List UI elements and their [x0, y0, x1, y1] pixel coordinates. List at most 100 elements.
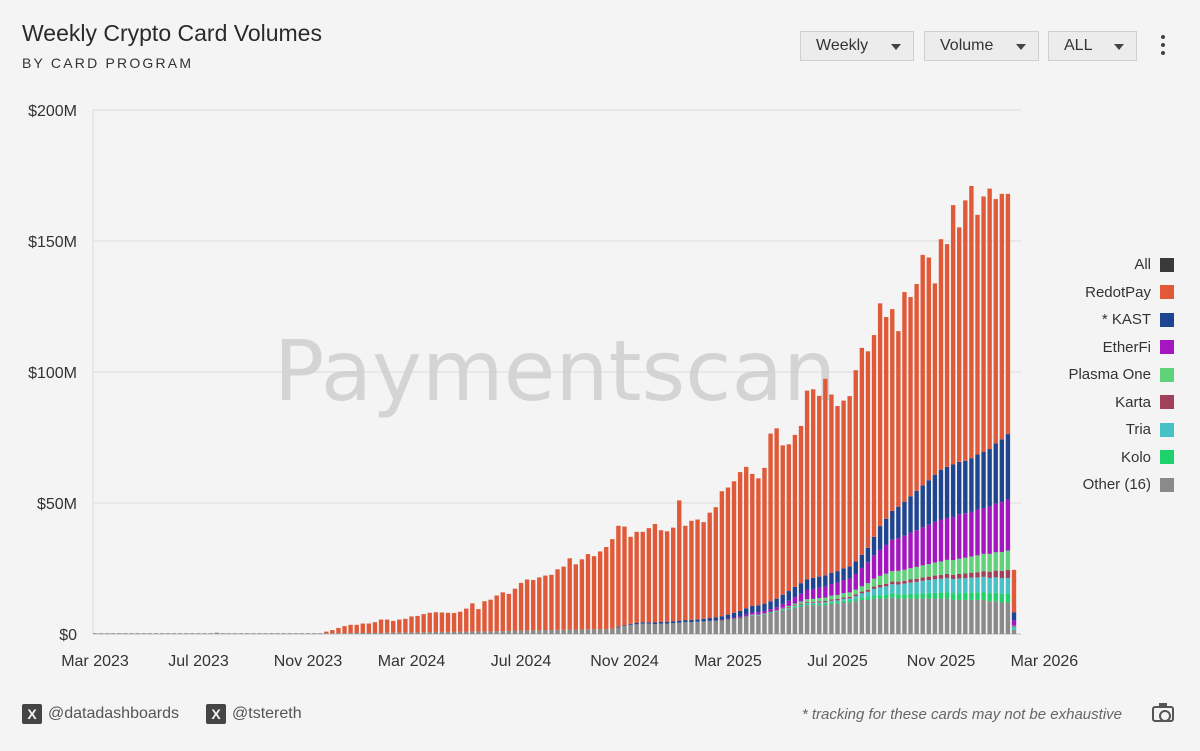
legend-swatch — [1160, 450, 1174, 465]
bar-segment — [963, 592, 968, 600]
bar-segment — [1005, 193, 1011, 435]
bar-segment — [902, 580, 907, 584]
bar-segment — [731, 612, 737, 618]
bar-segment — [774, 611, 779, 634]
bar-segment — [792, 605, 798, 607]
legend-item[interactable]: RedotPay — [974, 279, 1174, 307]
bar-segment — [488, 631, 493, 634]
bar-segment — [859, 567, 865, 587]
bar-segment — [810, 389, 816, 578]
bar-segment — [366, 623, 372, 633]
bar-segment — [841, 400, 846, 569]
bar-segment — [817, 395, 822, 577]
bar-segment — [884, 573, 889, 584]
bar-segment — [464, 631, 469, 634]
bar-segment — [914, 490, 919, 531]
bar-segment — [713, 620, 718, 622]
footer-handle-2[interactable]: X @tstereth — [206, 704, 302, 724]
more-options-icon[interactable] — [1157, 35, 1169, 59]
bar-segment — [780, 609, 785, 610]
bar-segment — [1011, 630, 1017, 634]
bar-segment — [762, 467, 767, 604]
bar-segment — [823, 586, 828, 598]
bar-segment — [981, 576, 986, 593]
legend-item[interactable]: Karta — [974, 389, 1174, 417]
camera-icon[interactable] — [1152, 703, 1174, 722]
legend-item[interactable]: Other (16) — [974, 471, 1174, 499]
bar-segment — [981, 507, 986, 554]
bar-segment — [817, 603, 822, 606]
bar-segment — [317, 633, 323, 634]
legend-item[interactable]: * KAST — [974, 306, 1174, 334]
watermark: Paymentscan — [274, 322, 836, 420]
legend-item[interactable]: All — [974, 251, 1174, 279]
bar-segment — [896, 506, 901, 539]
bar-segment — [932, 562, 938, 576]
bar-segment — [810, 601, 816, 603]
bar-segment — [1011, 629, 1017, 631]
bar-segment — [963, 578, 968, 593]
bar-segment — [999, 551, 1005, 571]
bar-segment — [750, 605, 755, 613]
bar-segment — [798, 593, 804, 602]
bar-segment — [884, 594, 889, 599]
bar-segment — [969, 592, 974, 600]
bar-segment — [707, 620, 712, 634]
bar-segment — [890, 571, 895, 582]
tracking-note: * tracking for these cards may not be ex… — [801, 706, 1122, 723]
bar-segment — [1011, 620, 1017, 626]
bar-segment — [890, 581, 895, 585]
chevron-down-icon — [1114, 44, 1124, 50]
bar-segment — [938, 575, 944, 579]
bar-segment — [689, 622, 694, 634]
bar-segment — [768, 611, 773, 612]
bar-segment — [92, 633, 98, 634]
bar-segment — [932, 575, 938, 580]
bar-segment — [817, 605, 822, 634]
bar-segment — [950, 560, 956, 575]
bar-segment — [999, 193, 1005, 440]
metric-dropdown[interactable]: Volume — [924, 31, 1039, 61]
bar-segment — [896, 331, 901, 507]
bar-segment — [683, 620, 688, 623]
bar-segment — [896, 538, 901, 571]
legend-item[interactable]: Kolo — [974, 444, 1174, 472]
footer-handle-1[interactable]: X @datadashboards — [22, 704, 179, 724]
bar-segment — [433, 612, 439, 632]
range-dropdown[interactable]: ALL — [1048, 31, 1137, 61]
legend-item[interactable]: Tria — [974, 416, 1174, 444]
bar-segment — [165, 633, 171, 634]
bar-segment — [786, 607, 791, 609]
bar-segment — [993, 443, 998, 504]
bar-segment — [829, 603, 834, 634]
y-tick-label: $0 — [59, 627, 77, 644]
bar-segment — [908, 598, 913, 634]
bar-segment — [744, 616, 749, 617]
legend-item[interactable]: EtherFi — [974, 334, 1174, 362]
interval-dropdown[interactable]: Weekly — [800, 31, 914, 61]
bar-segment — [798, 604, 804, 606]
bar-segment — [293, 633, 299, 634]
bar-segment — [482, 631, 487, 634]
bar-segment — [707, 512, 712, 619]
bar-segment — [774, 610, 779, 612]
bar-segment — [975, 214, 980, 455]
bar-segment — [731, 617, 737, 619]
bar-segment — [829, 602, 834, 604]
bar-segment — [762, 614, 767, 634]
bar-segment — [890, 597, 895, 634]
bar-segment — [494, 595, 499, 632]
bar-segment — [908, 496, 913, 533]
bar-segment — [835, 582, 840, 595]
legend-item[interactable]: Plasma One — [974, 361, 1174, 389]
bar-segment — [220, 633, 225, 634]
bar-segment — [756, 478, 761, 606]
bar-segment — [969, 572, 974, 578]
bar-segment — [457, 631, 463, 634]
bar-segment — [835, 594, 840, 599]
bar-segment — [1005, 593, 1011, 603]
bar-segment — [950, 578, 956, 594]
bar-segment — [957, 558, 962, 575]
bar-segment — [750, 473, 755, 606]
bar-segment — [597, 551, 603, 630]
